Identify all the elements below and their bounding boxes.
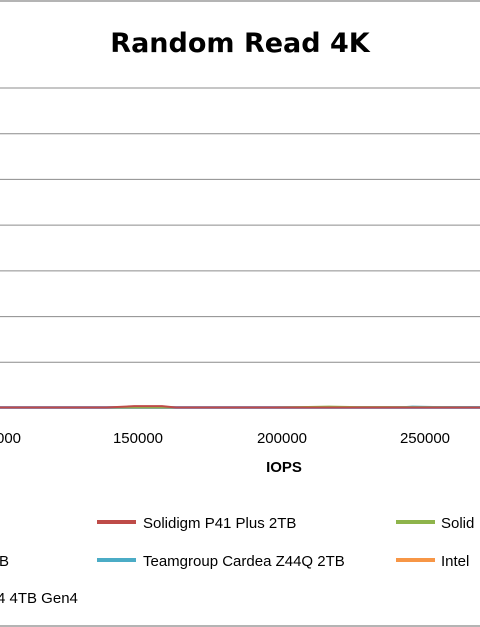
gridlines xyxy=(0,87,480,363)
x-tick-label: 000 xyxy=(0,430,21,447)
legend-item: 4 4TB Gen4 xyxy=(0,590,78,607)
series-lines xyxy=(0,405,480,410)
legend-item: Solidigm P41 Plus 2TB xyxy=(97,515,296,532)
x-tick-label: 200000 xyxy=(257,430,307,447)
legend-label: B xyxy=(0,553,9,570)
legend-label: Solid xyxy=(441,515,474,532)
legend-label: Intel xyxy=(441,553,469,570)
legend-item: Solid xyxy=(396,515,474,532)
chart-title: Random Read 4K xyxy=(110,28,370,59)
legend-item: B xyxy=(0,553,9,570)
legend-item: Teamgroup Cardea Z44Q 2TB xyxy=(97,553,345,570)
legend-label: 4 4TB Gen4 xyxy=(0,590,78,607)
x-tick-label: 250000 xyxy=(400,430,450,447)
legend-label: Teamgroup Cardea Z44Q 2TB xyxy=(143,553,345,570)
legend-label: Solidigm P41 Plus 2TB xyxy=(143,515,296,532)
x-axis-title: IOPS xyxy=(266,459,302,476)
legend-item: Intel xyxy=(396,553,469,570)
x-tick-label: 150000 xyxy=(113,430,163,447)
series-line xyxy=(0,405,480,409)
legend: Solidigm P41 Plus 2TB Solid B Teamgroup … xyxy=(0,515,474,607)
